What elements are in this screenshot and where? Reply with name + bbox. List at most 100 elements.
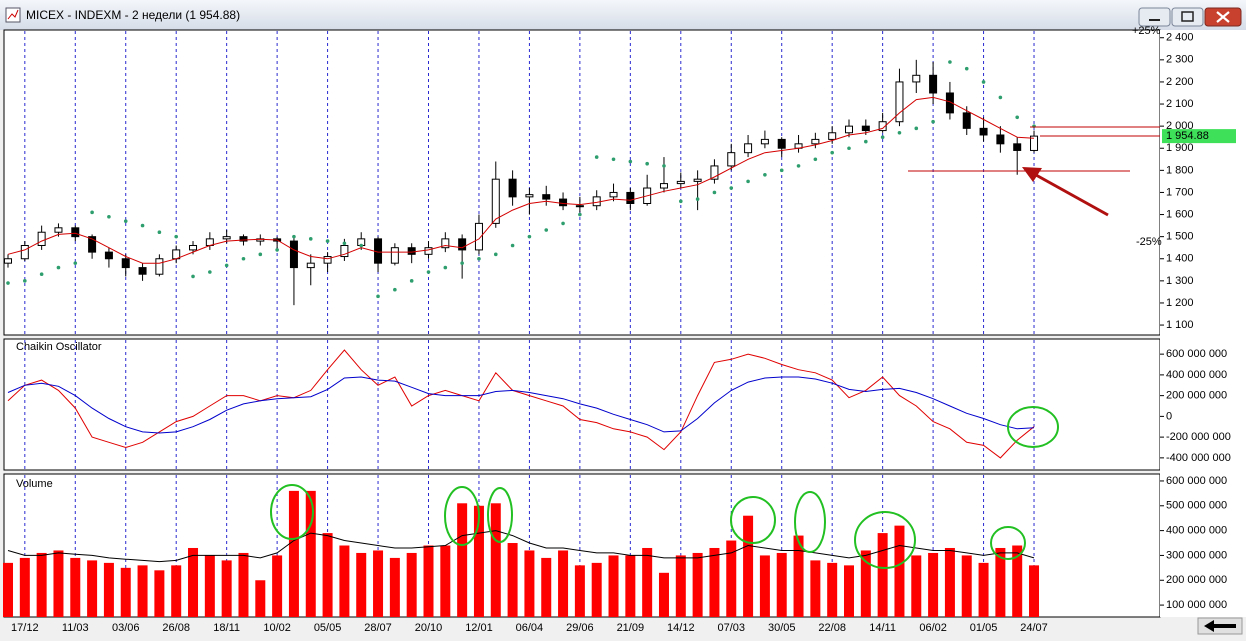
sar-dot [594, 155, 599, 159]
sar-dot [308, 237, 313, 241]
sar-dot [712, 190, 717, 195]
y-tick-label: 1 800 [1166, 164, 1194, 176]
volume-bar [1012, 545, 1023, 617]
candle-body [289, 240, 298, 269]
volume-bar [87, 560, 98, 617]
sar-dot [914, 126, 919, 131]
volume-bar [961, 555, 972, 617]
sar-dot [73, 261, 78, 265]
volume-bar [827, 562, 838, 617]
volume-bar [995, 547, 1006, 617]
minimize-button[interactable] [1138, 7, 1171, 27]
y-tick-label: 500 000 000 [1166, 500, 1227, 512]
sar-dot [662, 164, 666, 168]
sar-dot [426, 270, 431, 274]
volume-bar [608, 555, 619, 617]
y-tick-label: 2 300 [1166, 54, 1194, 66]
volume-bar [541, 557, 552, 617]
candle-body [542, 194, 551, 200]
sar-dot [258, 252, 263, 257]
highlight-ellipse [794, 491, 826, 553]
highlight-ellipse [730, 496, 776, 544]
y-tick-label: 600 000 000 [1166, 348, 1227, 360]
sar-dot [359, 243, 364, 248]
arrow-shaft [1035, 173, 1109, 217]
volume-bar [19, 557, 30, 617]
candle-body [811, 138, 820, 145]
volume-bar [356, 552, 367, 617]
sar-dot [224, 263, 229, 268]
candle-body [491, 178, 500, 224]
candle-body [138, 267, 147, 275]
candle-body [575, 205, 584, 208]
volume-bar [305, 490, 316, 617]
candle-body [441, 238, 450, 249]
sar-dot [830, 150, 834, 155]
candle-body [239, 236, 248, 242]
sar-dot [376, 294, 380, 299]
x-tick-label: 14/11 [869, 622, 896, 634]
x-tick-label: 22/08 [818, 622, 846, 634]
volume-bar [339, 545, 350, 617]
sar-dot [460, 261, 464, 265]
x-tick-label: 28/07 [364, 622, 392, 634]
volume-bar [642, 547, 653, 617]
candle-body [189, 244, 198, 251]
candle-body [458, 238, 467, 251]
volume-bar [1029, 565, 1040, 617]
volume-bar [171, 565, 182, 617]
sar-dot [847, 146, 851, 151]
candle-body [222, 236, 231, 240]
axis-area [1160, 30, 1246, 617]
candle-body [508, 178, 517, 198]
sar-dot [948, 60, 952, 64]
sar-dot [208, 270, 212, 274]
volume-bar [457, 503, 468, 617]
candle-body [861, 125, 870, 132]
y-tick-label: 300 000 000 [1166, 549, 1227, 561]
volume-bar [373, 550, 384, 617]
volume-bar [625, 555, 636, 617]
sar-dot [342, 241, 347, 246]
candle-body [710, 165, 719, 180]
x-tick-label: 24/07 [1020, 622, 1048, 634]
sar-dot [679, 199, 683, 204]
sar-dot [981, 80, 986, 84]
y-tick-label: 600 000 000 [1166, 475, 1227, 487]
plot-layers: 17/12 11/03 03/06 26/08 18/11 10/02 05/05 28/07… [3, 31, 1231, 634]
volume-bar [490, 503, 501, 617]
oscillator-title: Chaikin Oscillator [16, 341, 102, 353]
sar-dot [174, 234, 178, 239]
volume-bar [844, 565, 854, 617]
sar-dot [1015, 115, 1019, 120]
volume-bar [591, 562, 602, 617]
candle-body [744, 143, 753, 154]
candle-body [845, 125, 853, 134]
sar-dot [527, 234, 532, 239]
sar-dot [611, 157, 616, 162]
arrow-head [1022, 167, 1042, 182]
x-tick-label: 06/04 [516, 622, 544, 634]
volume-bar [188, 547, 199, 617]
sar-dot [90, 210, 94, 215]
volume-bar [3, 562, 13, 617]
candle-body [777, 138, 786, 149]
candle-body [525, 194, 534, 198]
candle-body [37, 231, 46, 246]
volume-bar [70, 557, 81, 617]
highlight-ellipse [990, 526, 1026, 560]
candle-body [407, 247, 416, 255]
volume-bar [120, 567, 131, 617]
volume-bar [423, 545, 434, 617]
candle-body [760, 138, 769, 145]
x-tick-label: 06/02 [919, 622, 947, 634]
sar-dot [123, 219, 128, 223]
maximize-button[interactable] [1171, 7, 1204, 27]
x-tick-label: 03/06 [112, 622, 140, 634]
x-tick-label: 14/12 [667, 622, 695, 634]
candle-body [895, 81, 904, 123]
candle-body [340, 244, 349, 258]
candle-body [54, 227, 63, 233]
